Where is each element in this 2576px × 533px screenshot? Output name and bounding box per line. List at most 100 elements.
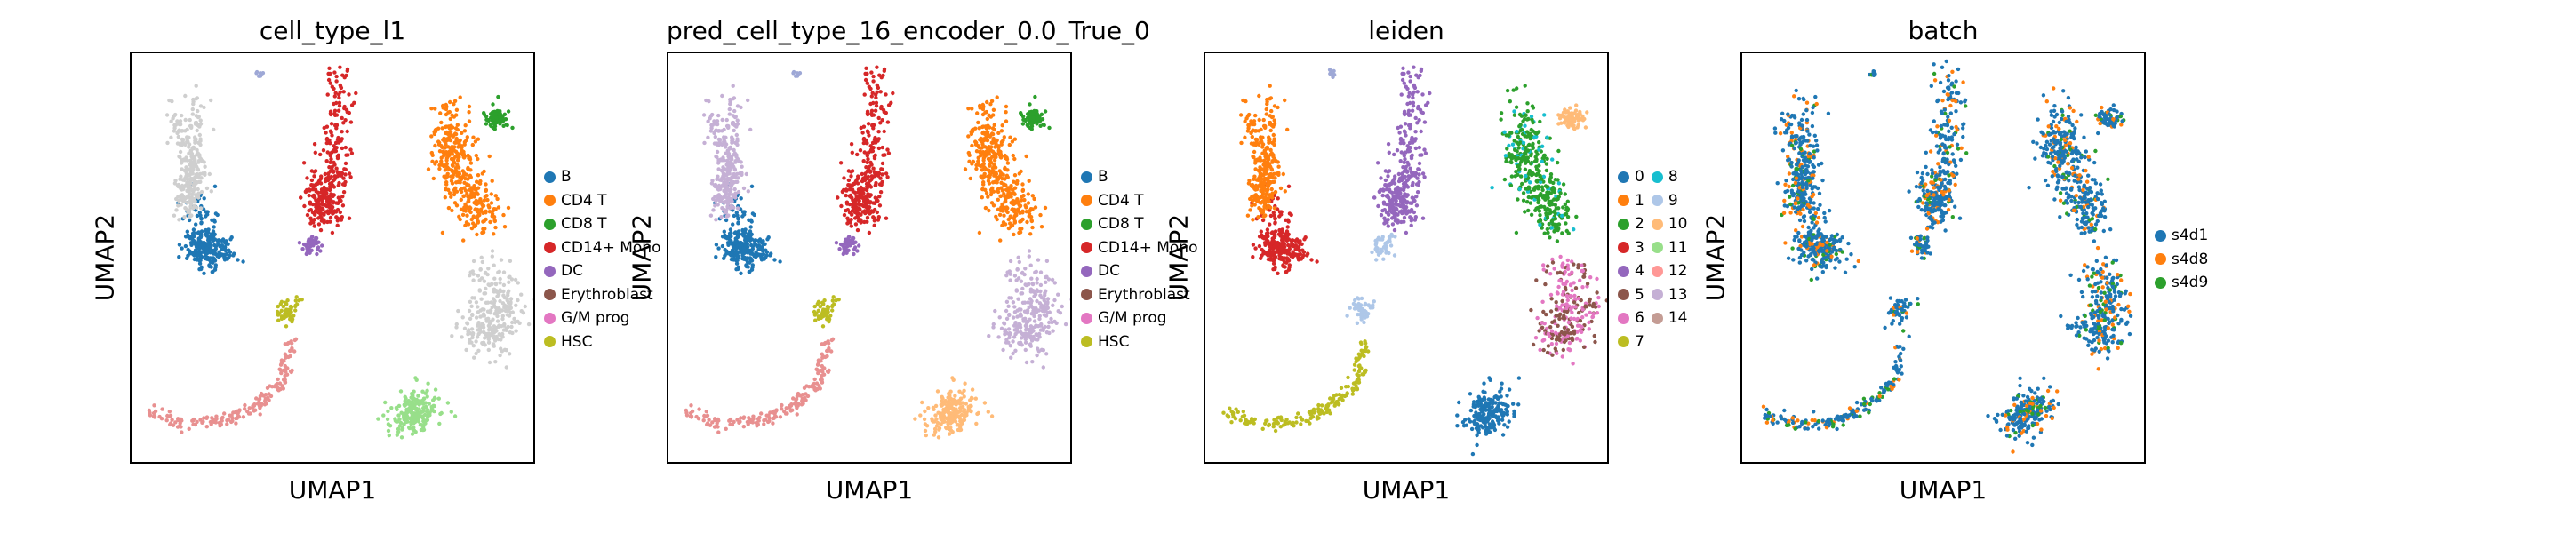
scatter-point (284, 354, 289, 359)
scatter-point (172, 123, 177, 128)
scatter-point (970, 107, 974, 111)
scatter-point (191, 155, 196, 159)
scatter-point (1395, 148, 1400, 153)
scatter-point (948, 395, 953, 401)
scatter-point (211, 418, 215, 422)
scatter-point (1028, 304, 1034, 308)
scatter-point (318, 152, 323, 157)
scatter-point (865, 184, 869, 189)
scatter-point (326, 171, 331, 176)
scatter-point (328, 215, 333, 220)
scatter-point (837, 247, 842, 251)
scatter-point (1259, 188, 1263, 194)
chart-title: cell_type_l1 (259, 16, 406, 45)
scatter-point (187, 142, 192, 147)
scatter-point (312, 142, 317, 147)
scatter-point (463, 223, 468, 227)
scatter-point (723, 211, 727, 215)
scatter-point (495, 290, 500, 295)
scatter-point (1401, 165, 1405, 170)
scatter-point (176, 134, 180, 139)
scatter-point (1253, 161, 1258, 165)
scatter-point (1375, 161, 1380, 165)
scatter-point (735, 142, 740, 147)
scatter-point (820, 354, 826, 359)
scatter-point (1022, 197, 1027, 203)
scatter-point (187, 426, 191, 431)
scatter-point (1278, 246, 1284, 251)
plot-area (1204, 52, 1609, 464)
scatter-point (519, 292, 524, 297)
legend-marker (544, 242, 556, 254)
scatter-point (862, 196, 867, 201)
scatter-point (866, 157, 870, 162)
scatter-point (878, 121, 883, 125)
scatter-point (294, 295, 299, 299)
scatter-point (749, 232, 754, 236)
scatter-point (343, 161, 348, 166)
scatter-point (340, 130, 344, 134)
scatter-point (752, 212, 756, 218)
scatter-point (152, 415, 157, 419)
scatter-point (198, 118, 203, 123)
scatter-point (1030, 121, 1035, 125)
scatter-point (500, 316, 505, 322)
scatter-point (719, 196, 724, 202)
scatter-point (732, 258, 736, 262)
scatter-point (995, 217, 999, 222)
scatter-point (1034, 306, 1038, 312)
scatter-point (450, 208, 454, 213)
scatter-point (235, 416, 239, 420)
scatter-point (483, 271, 488, 275)
scatter-point (403, 402, 408, 408)
scatter-point (733, 247, 739, 251)
scatter-point (459, 197, 463, 202)
scatter-point (1014, 200, 1020, 205)
scatter-point (720, 169, 724, 173)
scatter-point (402, 416, 406, 420)
scatter-point (209, 244, 213, 249)
scatter-point (207, 171, 212, 177)
scatter-point (1015, 179, 1020, 184)
scatter-point (988, 134, 992, 139)
scatter-point (407, 426, 412, 430)
scatter-point (881, 73, 885, 78)
scatter-point (478, 314, 483, 319)
scatter-point (856, 215, 860, 220)
scatter-point (448, 116, 452, 122)
scatter-point (396, 426, 401, 432)
scatter-point (1269, 115, 1275, 120)
scatter-point (319, 215, 324, 220)
scatter-point (726, 168, 732, 172)
scatter-point (708, 213, 714, 218)
umap-panel-cell-type: cell_type_l1 UMAP2 UMAP1 B CD4 T CD8 T CD14… (0, 0, 661, 533)
scatter-point (199, 229, 204, 234)
scatter-point (183, 142, 188, 147)
scatter-point (853, 216, 858, 220)
scatter-point (278, 368, 283, 372)
scatter-point (508, 259, 513, 263)
scatter-point (476, 348, 481, 353)
scatter-point (1262, 176, 1267, 181)
scatter-point (936, 410, 940, 415)
scatter-point (1278, 186, 1284, 191)
scatter-point (340, 203, 346, 208)
scatter-point (196, 238, 202, 243)
scatter-point (412, 389, 416, 394)
scatter-point (982, 165, 987, 170)
scatter-point (1400, 171, 1404, 176)
scatter-point (1015, 267, 1020, 272)
scatter-point (195, 205, 199, 210)
scatter-point (318, 195, 324, 200)
scatter-point (1032, 314, 1036, 319)
scatter-point (735, 206, 740, 211)
scatter-point (1268, 96, 1274, 100)
scatter-point (1030, 194, 1035, 198)
scatter-point (396, 413, 401, 418)
scatter-point (934, 417, 939, 421)
scatter-point (444, 107, 449, 112)
scatter-point (493, 281, 498, 286)
scatter-point (508, 311, 513, 315)
scatter-point (312, 224, 316, 228)
scatter-point (444, 187, 448, 192)
